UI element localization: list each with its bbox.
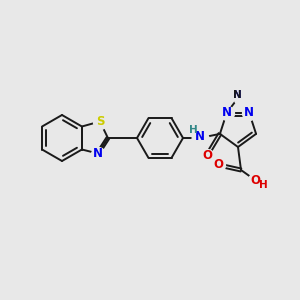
Text: N: N — [195, 130, 205, 143]
Text: N: N — [244, 106, 254, 119]
Text: O: O — [202, 149, 212, 162]
Text: O: O — [250, 173, 260, 187]
Text: N: N — [233, 90, 242, 100]
Text: S: S — [96, 115, 104, 128]
Text: N: N — [93, 147, 103, 160]
Text: H: H — [259, 180, 267, 190]
Text: O: O — [213, 158, 223, 172]
Text: N: N — [233, 90, 242, 100]
Text: N: N — [222, 106, 232, 119]
Text: H: H — [189, 125, 197, 135]
